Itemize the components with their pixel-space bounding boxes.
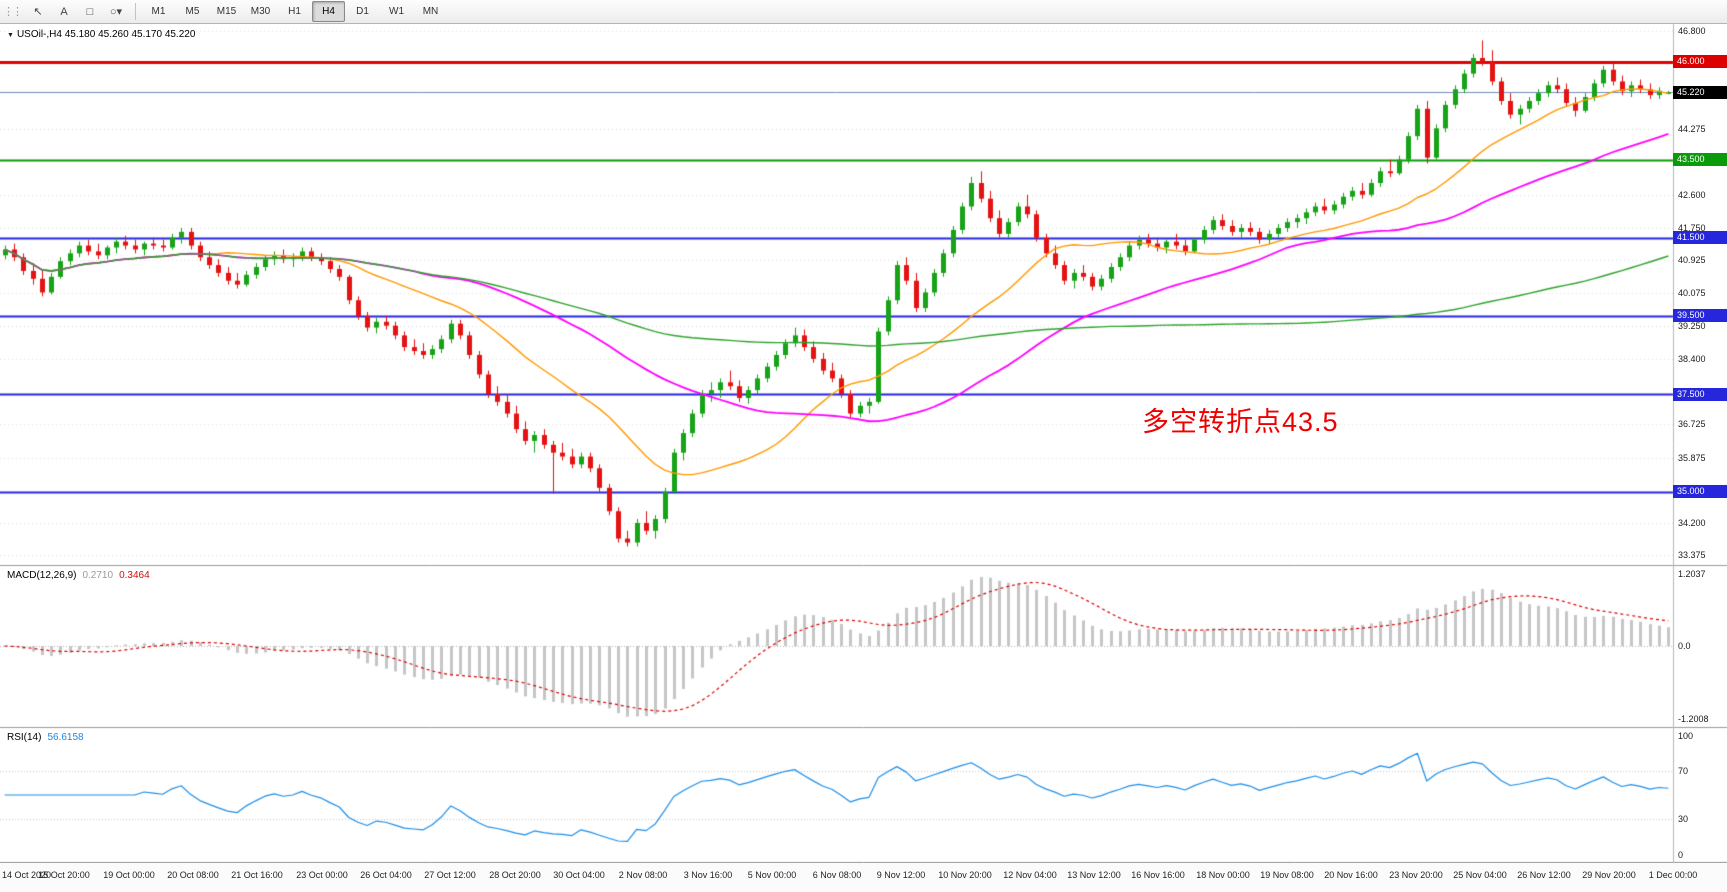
macd-main-value: 0.2710: [82, 570, 114, 581]
time-axis-label: 19 Nov 08:00: [1260, 870, 1314, 880]
symbol-ohlc-label: ▼ USOil-,H4 45.180 45.260 45.170 45.220: [7, 29, 195, 40]
rsi-value: 56.6158: [47, 732, 84, 743]
time-axis-label: 23 Nov 20:00: [1389, 870, 1443, 880]
timeframe-button-mn[interactable]: MN: [422, 6, 439, 17]
current-price-badge: 45.220: [1673, 85, 1727, 99]
price-scale[interactable]: 46.800 44.275 42.600 41.750 40.925 40.075 39.2…: [1673, 0, 1727, 892]
price-scale-tick: 40.075: [1678, 288, 1706, 299]
rsi-scale-label: 0: [1678, 850, 1684, 860]
timeframe-button-m15[interactable]: M15: [216, 6, 237, 17]
timeframe-button-d1[interactable]: D1: [356, 6, 369, 17]
rsi-scale-label: 70: [1678, 765, 1689, 776]
shapes-dropdown-button[interactable]: ○▾: [103, 1, 129, 23]
timeframe-button-h4[interactable]: H4: [312, 1, 345, 22]
rsi-scale-label: 30: [1678, 814, 1689, 825]
toolbar: ⋮⋮ ↖ A □ ○▾ M1 M5 M15 M30 H1 H4 D1 W1 MN: [0, 0, 1727, 24]
rectangle-tool-button[interactable]: □: [77, 1, 103, 23]
time-axis-label: 9 Nov 12:00: [876, 870, 926, 880]
price-scale-tick: 42.600: [1678, 189, 1706, 200]
timeframe-button-m5[interactable]: M5: [185, 6, 200, 17]
time-axis-label: 25 Nov 04:00: [1453, 870, 1507, 880]
time-axis-label: 13 Nov 12:00: [1067, 870, 1121, 880]
text-tool-button[interactable]: A: [51, 1, 77, 23]
time-axis-label: 30 Oct 04:00: [553, 870, 605, 880]
price-level-badge: 39.500: [1673, 309, 1727, 323]
pointer-tool-button[interactable]: ↖: [25, 1, 51, 23]
price-scale-tick: 41.750: [1678, 222, 1706, 233]
timeframe-button-w1[interactable]: W1: [389, 6, 404, 17]
price-scale-tick: 46.800: [1678, 25, 1706, 36]
macd-scale-label: 0.0: [1678, 641, 1691, 651]
shapes-dropdown-icon: ○▾: [109, 6, 123, 18]
price-level-badge: 37.500: [1673, 387, 1727, 401]
time-axis-label: 10 Nov 20:00: [938, 870, 992, 880]
price-scale-tick: 34.200: [1678, 517, 1706, 528]
text-tool-icon: A: [60, 5, 68, 18]
price-level-badge: 35.000: [1673, 485, 1727, 499]
timeframe-button-m30[interactable]: M30: [250, 6, 271, 17]
time-axis-label: 18 Nov 00:00: [1196, 870, 1250, 880]
macd-signal-value: 0.3464: [119, 570, 150, 581]
rsi-indicator-label: RSI(14) 56.6158: [7, 732, 84, 743]
timeframe-group: M1 M5 M15 M30 H1 H4 D1 W1 MN: [142, 1, 447, 22]
time-axis-label: 28 Oct 20:00: [489, 870, 541, 880]
time-axis-label: 15 Oct 20:00: [38, 870, 90, 880]
macd-scale-label: -1.2008: [1678, 714, 1709, 724]
time-axis-label: 26 Nov 12:00: [1517, 870, 1571, 880]
time-axis-label: 20 Nov 16:00: [1324, 870, 1378, 880]
timeframe-button-m1[interactable]: M1: [151, 6, 166, 17]
time-axis-label: 12 Nov 04:00: [1003, 870, 1057, 880]
price-scale-tick: 35.875: [1678, 452, 1706, 463]
time-axis-label: 5 Nov 00:00: [747, 870, 797, 880]
price-level-badge: 41.500: [1673, 231, 1727, 245]
macd-name: MACD(12,26,9): [7, 570, 77, 581]
price-scale-tick: 36.725: [1678, 419, 1706, 430]
rsi-name: RSI(14): [7, 732, 42, 743]
toolbar-separator: [135, 3, 136, 20]
time-axis-label: 20 Oct 08:00: [167, 870, 219, 880]
pointer-tool-icon: ↖: [33, 6, 43, 18]
time-axis[interactable]: 14 Oct 2020 15 Oct 20:00 19 Oct 00:00 20 Oc…: [0, 863, 1727, 892]
macd-scale-label: 1.2037: [1678, 569, 1706, 579]
time-axis-label: 27 Oct 12:00: [424, 870, 476, 880]
time-axis-label: 2 Nov 08:00: [618, 870, 668, 880]
timeframe-button-h1[interactable]: H1: [288, 6, 301, 17]
price-scale-tick: 38.400: [1678, 353, 1706, 364]
chart-annotation-text[interactable]: 多空转折点43.5: [1142, 407, 1339, 437]
symbol-dropdown-icon[interactable]: ▼: [7, 32, 14, 39]
time-axis-label: 21 Oct 16:00: [231, 870, 283, 880]
price-scale-tick: 40.925: [1678, 255, 1706, 266]
time-axis-label: 1 Dec 00:00: [1648, 870, 1698, 880]
price-level-badge: 46.000: [1673, 55, 1727, 69]
toolbar-grip[interactable]: ⋮⋮: [3, 6, 23, 18]
time-axis-label: 3 Nov 16:00: [683, 870, 733, 880]
macd-indicator-label: MACD(12,26,9) 0.2710 0.3464: [7, 570, 150, 581]
price-scale-tick: 39.250: [1678, 320, 1706, 331]
rectangle-tool-icon: □: [86, 5, 94, 18]
price-scale-tick: 44.275: [1678, 124, 1706, 135]
time-axis-label: 14 Oct 2020: [2, 870, 52, 880]
time-axis-label: 19 Oct 00:00: [103, 870, 155, 880]
price-scale-tick: 33.375: [1678, 550, 1706, 561]
time-axis-label: 29 Nov 20:00: [1582, 870, 1636, 880]
rsi-scale-label: 100: [1678, 731, 1694, 741]
symbol-ohlc-text: USOil-,H4 45.180 45.260 45.170 45.220: [16, 29, 196, 40]
time-axis-label: 26 Oct 04:00: [360, 870, 412, 880]
price-level-badge: 43.500: [1673, 153, 1727, 167]
time-axis-label: 16 Nov 16:00: [1131, 870, 1185, 880]
drawing-tools-group: ↖ A □ ○▾: [25, 1, 129, 23]
time-axis-label: 23 Oct 00:00: [296, 870, 348, 880]
time-axis-label: 6 Nov 08:00: [812, 870, 862, 880]
